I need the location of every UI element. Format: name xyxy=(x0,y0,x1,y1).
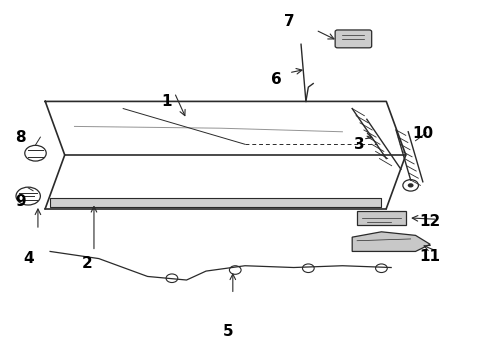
Circle shape xyxy=(408,183,414,188)
Text: 6: 6 xyxy=(271,72,282,87)
Text: 2: 2 xyxy=(81,256,92,271)
FancyBboxPatch shape xyxy=(335,30,372,48)
Text: 10: 10 xyxy=(412,126,433,141)
Text: 4: 4 xyxy=(23,251,33,266)
Polygon shape xyxy=(352,232,430,251)
Text: 8: 8 xyxy=(16,130,26,145)
FancyBboxPatch shape xyxy=(50,198,381,207)
Text: 3: 3 xyxy=(354,137,365,152)
Text: 5: 5 xyxy=(222,324,233,339)
Text: 1: 1 xyxy=(162,94,172,109)
FancyBboxPatch shape xyxy=(357,211,406,225)
Text: 9: 9 xyxy=(16,194,26,209)
Text: 12: 12 xyxy=(419,213,441,229)
Text: 7: 7 xyxy=(284,14,294,28)
Text: 11: 11 xyxy=(419,249,441,264)
